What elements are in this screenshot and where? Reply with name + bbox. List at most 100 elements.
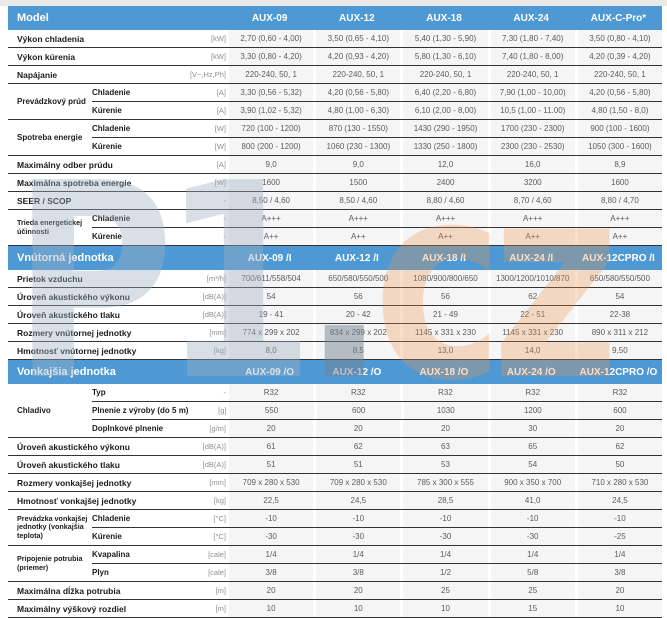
cell-value: 1300/1200/1010/870: [490, 270, 575, 287]
cell-value: 7,40 (1,80 - 8,00): [490, 48, 575, 65]
subrow-label: Kúrenie: [92, 232, 122, 241]
table-subrow: Chladenie [A] 3,30 (0,56 - 5,32) 4,20 (0,56…: [92, 84, 663, 102]
cell-value: 1/2: [403, 564, 488, 581]
row-unit: [kg]: [213, 346, 226, 355]
cell-value: 1/4: [403, 546, 488, 563]
row-unit: -: [223, 232, 227, 241]
cell-value: A++: [229, 228, 314, 245]
cell-value: -30: [490, 528, 575, 545]
row-unit: [kg]: [213, 496, 226, 505]
row-values: 22,5 24,5 28,5 41,0 24,5: [229, 492, 663, 509]
row-unit: [cale]: [208, 550, 226, 559]
cell-value: 3/8: [229, 564, 314, 581]
cell-value: 710 x 280 x 530: [577, 474, 663, 491]
cell-value: 28,5: [403, 492, 488, 509]
subrows: Chladenie [°C] -10 -10 -10 -10 -10 Kúrenie [°C] -…: [92, 510, 663, 545]
cell-value: 41,0: [490, 492, 575, 509]
cell-value: -30: [403, 528, 488, 545]
row-values: 220-240, 50, 1 220-240, 50, 1 220-240, 50,…: [229, 66, 663, 83]
subrow-label: Plnenie z výroby (do 5 m): [92, 406, 189, 415]
cell-value: 774 x 299 x 202: [229, 324, 314, 341]
row-values: 774 x 299 x 202 834 x 299 x 202 1145 x 331…: [229, 324, 663, 341]
cell-value: 3,50 (0,80 - 4,10): [577, 30, 663, 47]
row-label: SEER / SCOP: [17, 195, 72, 206]
subrow-label: Kvapalina: [92, 550, 130, 559]
cell-value: 15: [490, 600, 575, 617]
row-values: 20 20 25 25 20: [229, 582, 663, 599]
table-subrow: Chladenie [W] 720 (100 - 1200) 870 (130 - 1…: [92, 120, 663, 138]
cell-value: 20: [316, 582, 401, 599]
cell-value: 890 x 311 x 212: [577, 324, 663, 341]
cell-value: A++: [490, 228, 575, 245]
cell-value: 1145 x 331 x 230: [403, 324, 488, 341]
table-row: Rozmery vonkajšej jednotky [mm] 709 x 280 …: [8, 474, 663, 492]
row-values: 51 51 53 54 50: [229, 456, 663, 473]
cell-value: 62: [577, 438, 663, 455]
cell-value: 7,30 (1,80 - 7,40): [490, 30, 575, 47]
section-title: Vnútorná jednotka: [17, 252, 114, 264]
column-headers: AUX-09 /I AUX-12 /I AUX-18 /I AUX-24 /I AUX-…: [226, 253, 662, 264]
table-row: Úroveň akustického výkonu [dB(A)] 54 56 56 62…: [8, 288, 663, 306]
row-values: 1/4 1/4 1/4 1/4 1/4: [229, 546, 663, 563]
cell-value: 56: [403, 288, 488, 305]
subrow-label: Plyn: [92, 568, 109, 577]
cell-value: 220-240, 50, 1: [490, 66, 575, 83]
column-header: AUX-24 /O: [506, 366, 556, 378]
cell-value: 53: [403, 456, 488, 473]
cell-value: 1600: [577, 174, 663, 191]
cell-value: 8,50 / 4,60: [229, 192, 314, 209]
table-row: Maximálna dĺžka potrubia [m] 20 20 25 25 20: [8, 582, 663, 600]
cell-value: 4,80 (1,00 - 6,30): [316, 102, 401, 119]
cell-value: 834 x 299 x 202: [316, 324, 401, 341]
cell-value: 3,30 (0,80 - 4,20): [229, 48, 314, 65]
cell-value: 5,40 (1,30 - 5,90): [403, 30, 488, 47]
cell-value: R32: [490, 384, 575, 401]
cell-value: 1430 (290 - 1950): [403, 120, 488, 137]
cell-value: 54: [490, 456, 575, 473]
row-unit: [dB(A)]: [202, 442, 226, 451]
cell-value: 62: [316, 438, 401, 455]
row-values: 709 x 280 x 530 709 x 280 x 530 785 x 300 …: [229, 474, 663, 491]
table-row-group: Chladivo Typ - R32 R32 R32 R32 R32 Plnenie z výr…: [8, 384, 663, 438]
cell-value: 600: [316, 402, 401, 419]
cell-value: 1330 (250 - 1800): [403, 138, 488, 155]
table-row: Napájanie [V~,Hz,Ph] 220-240, 50, 1 220-240…: [8, 66, 663, 84]
cell-value: 22-38: [577, 306, 663, 323]
row-values: 8,50 / 4,60 8,50 / 4,60 8,80 / 4,60 8,70 / …: [229, 192, 663, 209]
column-header: AUX-24: [513, 12, 549, 24]
subrows: Chladenie - A+++ A+++ A+++ A+++ A+++ Kúrenie - A+…: [92, 210, 663, 245]
row-values: 800 (200 - 1200) 1060 (230 - 1300) 1330 (2…: [229, 138, 663, 155]
table-row-group: Prevádzka vonkajšej jednotky (vonkajšia …: [8, 510, 663, 546]
table-subrow: Kúrenie - A++ A++ A++ A++ A++: [92, 228, 663, 245]
row-unit: [V~,Hz,Ph]: [189, 70, 226, 79]
cell-value: 4,20 (0,39 - 4,20): [577, 48, 663, 65]
row-unit: [kW]: [211, 52, 226, 61]
cell-value: 51: [316, 456, 401, 473]
row-values: R32 R32 R32 R32 R32: [229, 384, 663, 401]
row-values: 700/611/558/504 650/580/550/500 1080/900/8…: [229, 270, 663, 287]
cell-value: A++: [316, 228, 401, 245]
table-row: Rozmery vnútornej jednotky [mm] 774 x 299 …: [8, 324, 663, 342]
cell-value: 3,90 (1,02 - 5,32): [229, 102, 314, 119]
row-values: 19 - 41 20 - 42 21 - 49 22 - 51 22-38: [229, 306, 663, 323]
column-headers: AUX-09 AUX-12 AUX-18 AUX-24 AUX-C-Pro*: [226, 13, 662, 24]
row-unit: [W]: [214, 178, 226, 187]
row-values: -10 -10 -10 -10 -10: [229, 510, 663, 527]
cell-value: -10: [577, 510, 663, 527]
subrow-label: Doplnkové plnenie: [92, 424, 164, 433]
subrow-label: Kúrenie: [92, 106, 122, 115]
row-values: -30 -30 -30 -30 -25: [229, 528, 663, 545]
group-label: Pripojenie potrubia (priemer): [17, 554, 83, 572]
cell-value: 785 x 300 x 555: [403, 474, 488, 491]
table-row-group: Pripojenie potrubia (priemer) Kvapalina [c…: [8, 546, 663, 582]
cell-value: 4,20 (0,56 - 5,80): [577, 84, 663, 101]
spec-table: Model AUX-09 AUX-12 AUX-18 AUX-24 AUX-C-Pro* V…: [8, 6, 663, 618]
cell-value: 10: [403, 600, 488, 617]
top-strip: [0, 0, 667, 6]
cell-value: 56: [316, 288, 401, 305]
row-label: Úroveň akustického výkonu: [17, 441, 130, 452]
table-subrow: Doplnkové plnenie [g/m] 20 20 20 30 20: [92, 420, 663, 437]
cell-value: A+++: [403, 210, 488, 227]
cell-value: 21 - 49: [403, 306, 488, 323]
subrows: Chladenie [A] 3,30 (0,56 - 5,32) 4,20 (0,56…: [92, 84, 663, 119]
